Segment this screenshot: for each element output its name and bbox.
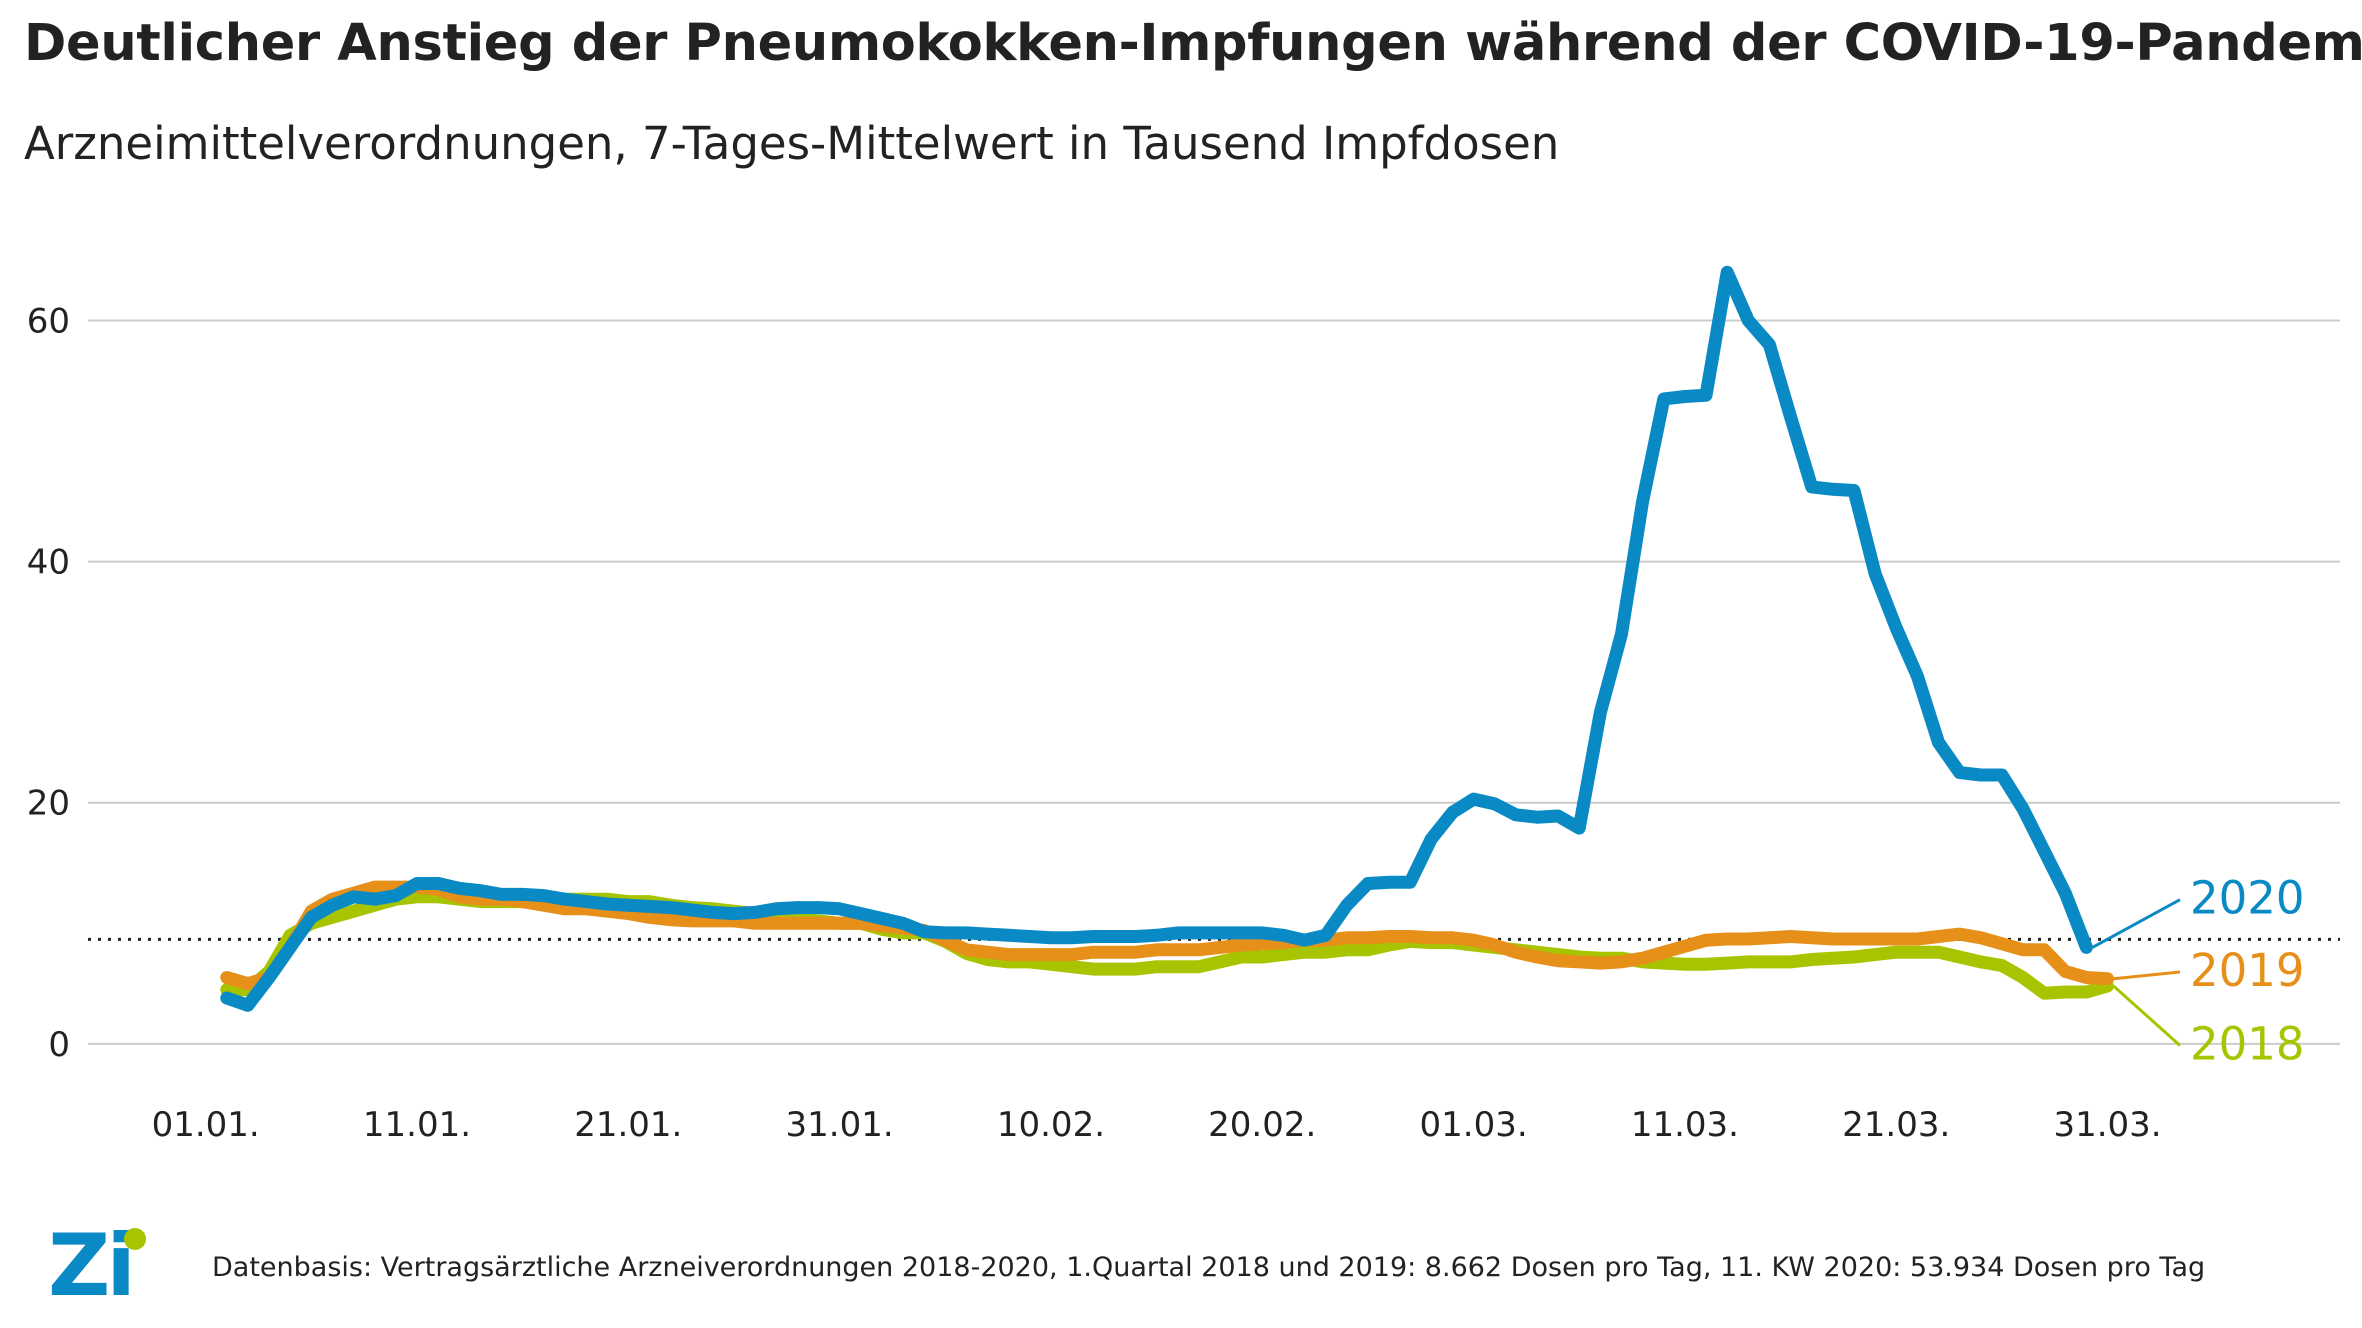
- y-tick-label: 60: [27, 302, 70, 342]
- x-tick-label: 31.01.: [786, 1105, 894, 1145]
- x-axis-ticks: 01.01. 11.01. 21.01. 31.01. 10.02. 20.02. 01.0…: [152, 1105, 2162, 1145]
- y-tick-label: 40: [27, 543, 70, 583]
- x-tick-label: 01.01.: [152, 1105, 260, 1145]
- x-tick-label: 21.01.: [574, 1105, 682, 1145]
- leader-line-2019: [2113, 970, 2181, 981]
- x-tick-label: 21.03.: [1842, 1105, 1950, 1145]
- line-chart: 0 20 40 60 01.01. 11.01. 21.01. 31.01. 10.02. 20…: [27, 265, 2340, 1145]
- y-axis-ticks: 0 20 40 60: [27, 302, 70, 1065]
- series-label-2018: 2018: [2190, 1018, 2305, 1071]
- leader-line-2018: [2112, 984, 2182, 1047]
- x-tick-label: 01.03.: [1420, 1105, 1528, 1145]
- page-title: Deutlicher Anstieg der Pneumokokken-Impf…: [24, 14, 2362, 73]
- series-line-2020: [220, 265, 2093, 1012]
- x-tick-label: 20.02.: [1208, 1105, 1316, 1145]
- leader-line-2020: [2091, 898, 2181, 949]
- x-tick-label: 11.03.: [1631, 1105, 1739, 1145]
- logo-dot: [124, 1228, 146, 1250]
- x-tick-label: 31.03.: [2053, 1105, 2161, 1145]
- gridlines: [88, 319, 2340, 1045]
- series-label-2020: 2020: [2190, 872, 2305, 925]
- y-tick-label: 0: [48, 1025, 70, 1065]
- series-lines: [220, 265, 2114, 1012]
- series-label-2019: 2019: [2190, 944, 2305, 997]
- page-subtitle: Arzneimittelverordnungen, 7-Tages-Mittel…: [24, 117, 1560, 170]
- x-tick-label: 10.02.: [997, 1105, 1105, 1145]
- zi-logo-icon: Zi: [48, 1216, 148, 1316]
- series-labels: 2020 2019 2018: [2091, 872, 2305, 1071]
- x-tick-label: 11.01.: [363, 1105, 471, 1145]
- series-line-2019: [220, 880, 2114, 991]
- logo-text: Zi: [48, 1216, 136, 1316]
- y-tick-label: 20: [27, 784, 70, 824]
- footer-source-note: Datenbasis: Vertragsärztliche Arzneivero…: [212, 1252, 2206, 1283]
